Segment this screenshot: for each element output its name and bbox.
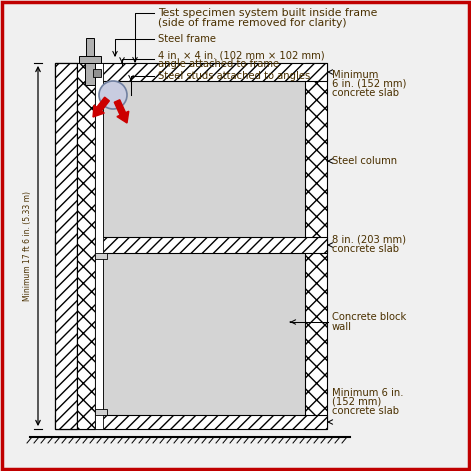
Text: concrete slab: concrete slab [332,88,399,98]
Bar [305,63,327,429]
Bar [103,253,305,415]
Text: Minimum: Minimum [332,70,378,80]
Text: concrete slab: concrete slab [332,244,399,254]
Text: 8 in. (203 mm): 8 in. (203 mm) [332,234,406,244]
Bar [55,63,327,81]
Text: concrete slab: concrete slab [332,406,399,416]
Bar [77,63,95,429]
Text: angle attached to frame: angle attached to frame [158,59,279,69]
Text: Concrete block: Concrete block [332,312,406,322]
Bar [103,81,305,237]
Text: Steel column: Steel column [332,156,397,166]
Bar [95,409,107,415]
Text: Steel studs attached to angles: Steel studs attached to angles [158,71,310,81]
Bar [55,415,327,429]
Bar [95,253,107,259]
Text: Minimum 17 ft 6 in. (5.33 m): Minimum 17 ft 6 in. (5.33 m) [24,191,32,301]
Bar [55,63,77,429]
Text: Steel frame: Steel frame [158,34,216,44]
Text: 6 in. (152 mm): 6 in. (152 mm) [332,79,406,89]
FancyArrow shape [93,97,109,117]
FancyArrow shape [114,100,129,123]
Text: (152 mm): (152 mm) [332,397,381,407]
Text: (side of frame removed for clarity): (side of frame removed for clarity) [158,18,347,28]
Bar [55,237,327,253]
Bar [93,69,101,77]
Circle shape [99,81,127,109]
Text: 4 in. × 4 in. (102 mm × 102 mm): 4 in. × 4 in. (102 mm × 102 mm) [158,50,325,60]
Bar [86,38,94,56]
Text: Minimum 6 in.: Minimum 6 in. [332,388,404,398]
Text: Test specimen system built inside frame: Test specimen system built inside frame [158,8,377,18]
Bar [95,63,103,429]
Text: wall: wall [332,322,352,332]
Bar [79,56,101,63]
Bar [85,63,95,85]
